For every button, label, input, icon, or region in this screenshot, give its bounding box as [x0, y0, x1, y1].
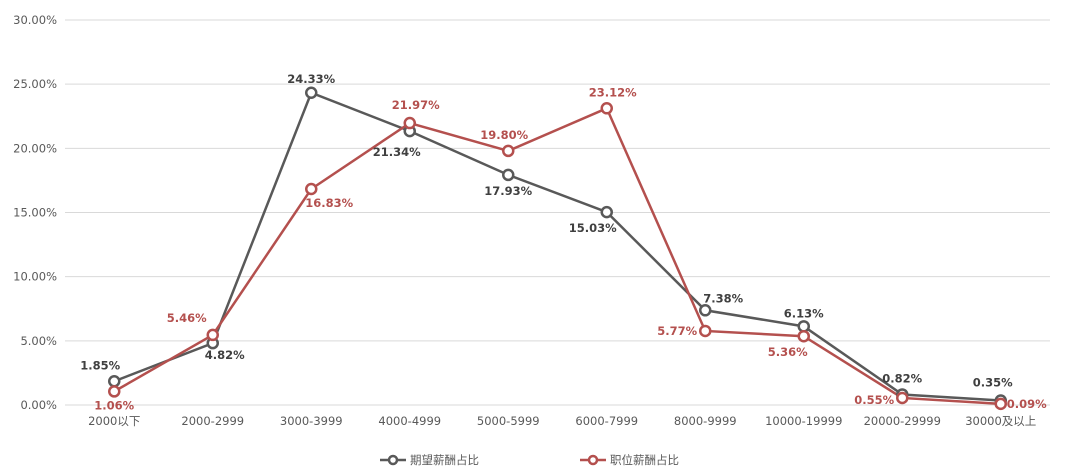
data-label: 21.34%	[373, 145, 421, 159]
data-point	[305, 182, 318, 196]
x-tick-label: 20000-29999	[864, 414, 941, 428]
data-label: 24.33%	[287, 72, 335, 86]
data-label: 7.38%	[703, 291, 743, 305]
x-tick-label: 5000-5999	[477, 414, 540, 428]
data-point	[305, 86, 318, 100]
data-point	[502, 144, 515, 158]
data-label: 21.97%	[392, 98, 440, 112]
data-label: 0.09%	[1007, 397, 1047, 411]
data-label: 23.12%	[589, 85, 637, 99]
data-label: 15.03%	[569, 221, 617, 235]
legend-marker-icon	[387, 454, 399, 466]
data-label: 0.35%	[973, 376, 1013, 390]
data-point	[600, 205, 613, 219]
y-tick-label: 0.00%	[20, 398, 57, 412]
data-label: 5.36%	[768, 345, 808, 359]
legend-marker-icon	[587, 454, 599, 466]
data-point	[502, 168, 515, 182]
data-label: 19.80%	[480, 128, 528, 142]
data-label: 5.77%	[657, 324, 697, 338]
data-label: 17.93%	[484, 184, 532, 198]
legend-label: 职位薪酬占比	[610, 453, 679, 467]
y-tick-label: 30.00%	[13, 13, 57, 27]
x-tick-label: 3000-3999	[280, 414, 343, 428]
data-label: 5.46%	[167, 311, 207, 325]
data-point	[403, 116, 416, 130]
x-tick-label: 8000-9999	[674, 414, 737, 428]
data-point	[600, 102, 613, 115]
data-label: 0.82%	[882, 371, 922, 385]
data-point	[797, 329, 810, 343]
x-tick-label: 2000-2999	[181, 414, 244, 428]
y-tick-label: 25.00%	[13, 77, 57, 91]
data-point	[699, 324, 712, 338]
data-point	[699, 304, 712, 317]
data-label: 1.06%	[94, 398, 134, 412]
data-point	[108, 385, 121, 398]
data-point	[206, 328, 219, 342]
y-tick-label: 15.00%	[13, 206, 57, 220]
data-point	[994, 397, 1007, 411]
y-tick-label: 20.00%	[13, 141, 57, 155]
data-label: 4.82%	[205, 348, 245, 362]
x-tick-label: 10000-19999	[765, 414, 842, 428]
series-line-0	[113, 91, 1001, 402]
data-point	[108, 375, 121, 388]
data-label: 6.13%	[784, 306, 824, 320]
data-label: 1.85%	[80, 358, 120, 372]
series-line-1	[113, 106, 1001, 406]
data-point	[797, 320, 810, 333]
x-tick-label: 30000及以上	[965, 414, 1036, 428]
x-tick-label: 4000-4999	[378, 414, 441, 428]
data-label: 0.55%	[854, 393, 894, 407]
data-label: 16.83%	[305, 196, 353, 210]
legend-label: 期望薪酬占比	[410, 453, 479, 467]
data-point	[896, 391, 909, 405]
x-tick-label: 2000以下	[88, 414, 140, 428]
y-tick-label: 5.00%	[20, 334, 57, 348]
y-tick-label: 10.00%	[13, 270, 57, 284]
x-tick-label: 6000-7999	[575, 414, 638, 428]
